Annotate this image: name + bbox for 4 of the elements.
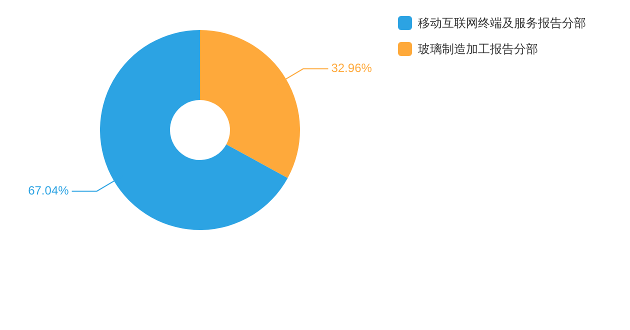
legend-label: 移动互联网终端及服务报告分部 bbox=[418, 14, 586, 32]
data-label: 67.04% bbox=[28, 184, 70, 198]
legend-label: 玻璃制造加工报告分部 bbox=[418, 40, 538, 58]
data-label: 32.96% bbox=[331, 61, 372, 76]
